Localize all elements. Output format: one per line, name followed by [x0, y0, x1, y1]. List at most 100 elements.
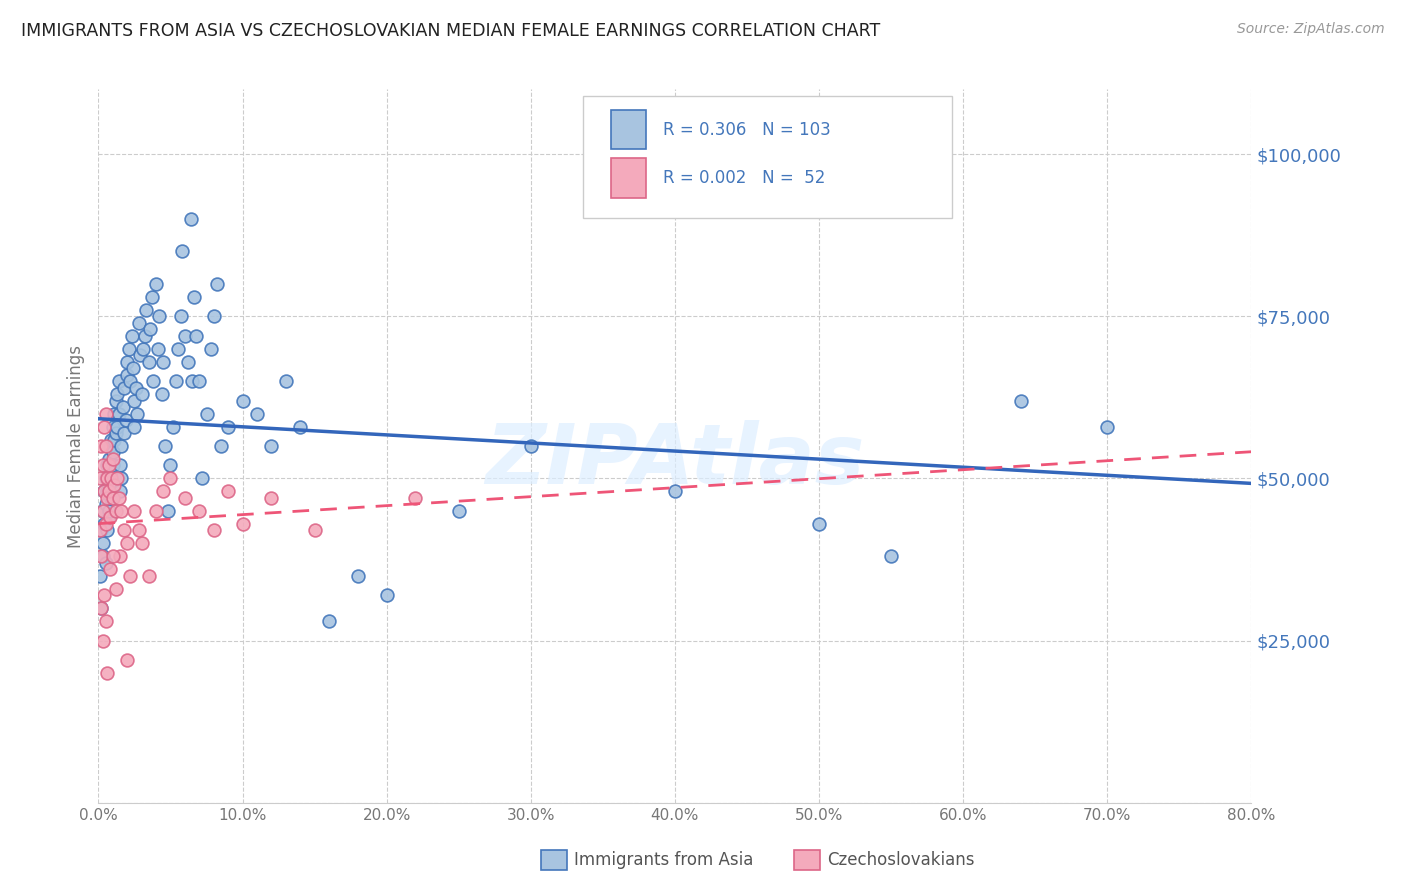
- Point: [89, 471, 111, 485]
- FancyBboxPatch shape: [582, 96, 952, 218]
- Point: [97, 458, 120, 473]
- Point: [104, 504, 127, 518]
- Point: [91, 633, 114, 648]
- Point: [375, 588, 398, 602]
- Point: [101, 445, 124, 459]
- Point: [205, 277, 228, 291]
- Point: [100, 491, 122, 505]
- Point: [124, 393, 146, 408]
- Point: [195, 407, 218, 421]
- Point: [89, 524, 111, 538]
- Point: [96, 484, 118, 499]
- Point: [114, 413, 136, 427]
- Point: [112, 381, 135, 395]
- Point: [117, 653, 139, 667]
- Point: [97, 452, 120, 467]
- Point: [94, 516, 117, 531]
- Point: [104, 582, 127, 596]
- Point: [200, 342, 222, 356]
- Point: [231, 516, 254, 531]
- Point: [177, 354, 200, 368]
- Point: [122, 361, 145, 376]
- Point: [447, 504, 470, 518]
- Point: [274, 374, 297, 388]
- Point: [209, 439, 232, 453]
- FancyBboxPatch shape: [612, 159, 647, 198]
- Point: [101, 419, 124, 434]
- Point: [91, 536, 114, 550]
- Point: [183, 290, 205, 304]
- Point: [117, 368, 139, 382]
- FancyBboxPatch shape: [612, 111, 647, 150]
- Text: R = 0.306   N = 103: R = 0.306 N = 103: [664, 121, 831, 139]
- Text: Source: ZipAtlas.com: Source: ZipAtlas.com: [1237, 22, 1385, 37]
- Point: [97, 478, 120, 492]
- Point: [124, 419, 146, 434]
- Point: [93, 516, 115, 531]
- Point: [96, 524, 118, 538]
- Point: [188, 504, 211, 518]
- Point: [139, 322, 162, 336]
- Point: [156, 504, 179, 518]
- Point: [141, 290, 163, 304]
- Point: [174, 491, 197, 505]
- Point: [97, 504, 120, 518]
- Point: [94, 407, 117, 421]
- Point: [128, 316, 150, 330]
- Point: [107, 491, 129, 505]
- Point: [260, 439, 283, 453]
- Point: [520, 439, 543, 453]
- Text: ZIPAtlas: ZIPAtlas: [485, 420, 865, 500]
- Point: [90, 439, 112, 453]
- Text: Immigrants from Asia: Immigrants from Asia: [574, 851, 754, 869]
- Point: [97, 484, 120, 499]
- Point: [94, 439, 117, 453]
- Point: [110, 439, 132, 453]
- Point: [159, 471, 181, 485]
- Point: [231, 393, 254, 408]
- Point: [217, 419, 239, 434]
- Point: [91, 458, 114, 473]
- Point: [94, 614, 117, 628]
- Point: [125, 381, 148, 395]
- Point: [91, 504, 114, 518]
- Point: [134, 328, 156, 343]
- Point: [94, 556, 117, 570]
- Point: [110, 471, 132, 485]
- Point: [148, 310, 170, 324]
- Point: [405, 491, 427, 505]
- Point: [91, 549, 114, 564]
- Point: [112, 425, 135, 440]
- Point: [117, 354, 139, 368]
- Point: [93, 588, 115, 602]
- Point: [186, 328, 208, 343]
- Point: [93, 484, 115, 499]
- Text: R = 0.002   N =  52: R = 0.002 N = 52: [664, 169, 825, 187]
- Point: [290, 419, 312, 434]
- Point: [153, 439, 176, 453]
- Point: [107, 407, 129, 421]
- Point: [96, 491, 118, 505]
- Point: [174, 328, 197, 343]
- Point: [111, 400, 134, 414]
- Point: [100, 471, 122, 485]
- Point: [880, 549, 903, 564]
- Point: [120, 374, 142, 388]
- Point: [664, 484, 686, 499]
- Point: [118, 342, 141, 356]
- Point: [150, 387, 173, 401]
- Point: [152, 484, 174, 499]
- Point: [90, 524, 112, 538]
- Point: [181, 374, 204, 388]
- Point: [91, 504, 114, 518]
- Point: [138, 568, 160, 582]
- Point: [145, 504, 167, 518]
- Text: Czechoslovakians: Czechoslovakians: [827, 851, 974, 869]
- Point: [127, 407, 149, 421]
- Point: [103, 407, 125, 421]
- Point: [120, 568, 142, 582]
- Point: [104, 425, 127, 440]
- Point: [94, 497, 117, 511]
- Point: [108, 458, 131, 473]
- Point: [142, 374, 165, 388]
